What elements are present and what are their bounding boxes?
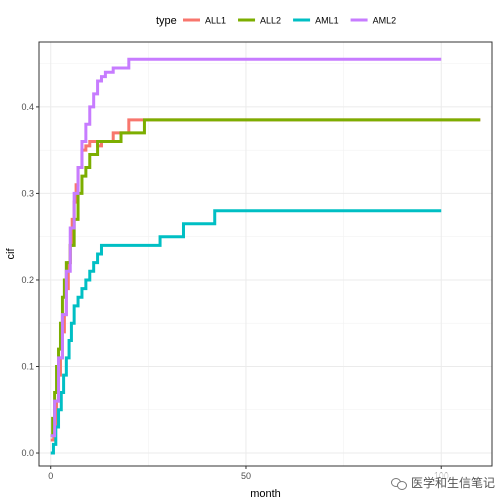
y-tick-label: 0.3 (21, 188, 34, 198)
legend-title: type (156, 15, 177, 27)
legend: type ALL1 ALL2 AML1 AML2 (156, 15, 396, 27)
y-axis: 0.0 0.1 0.2 0.3 0.4 (21, 102, 39, 458)
legend-label-aml2: AML2 (373, 16, 397, 26)
series-line-aml2 (50, 57, 442, 438)
legend-label-all2: ALL2 (260, 16, 281, 26)
legend-label-aml1: AML1 (315, 16, 339, 26)
y-tick-label: 0.4 (21, 102, 34, 112)
y-axis-title: cif (5, 248, 17, 260)
watermark: 医学和生信笔记 (387, 473, 498, 492)
watermark-text: 医学和生信笔记 (410, 476, 495, 490)
x-axis-title: month (250, 488, 281, 500)
wechat-icon (390, 477, 407, 490)
y-tick-label: 0.2 (21, 275, 34, 285)
y-tick-label: 0.0 (21, 448, 34, 458)
legend-label-all1: ALL1 (205, 16, 226, 26)
y-tick-label: 0.1 (21, 361, 34, 371)
plot-panel (38, 41, 493, 467)
x-tick-label: 50 (241, 471, 251, 481)
grid-lines (39, 42, 492, 466)
panel-border (38, 41, 493, 467)
panel-background (39, 42, 492, 466)
series-layer (50, 57, 481, 455)
series-line-aml1 (50, 209, 442, 455)
x-tick-label: 0 (48, 471, 53, 481)
